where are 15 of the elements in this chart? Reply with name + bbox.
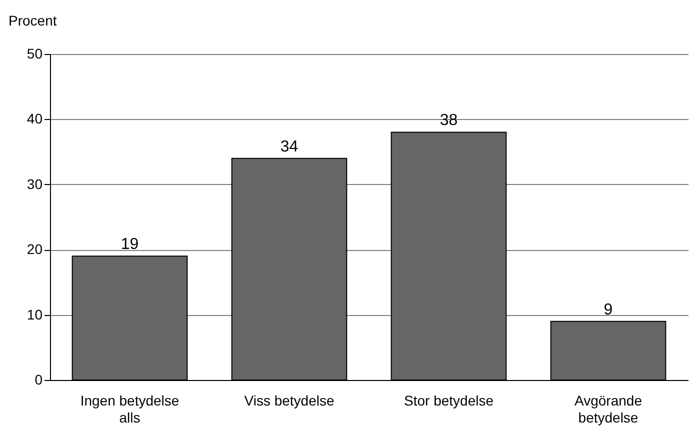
x-tick-label: Viss betydelse	[244, 392, 334, 408]
y-axis-title: Procent	[8, 12, 57, 28]
y-tick-label: 0	[34, 372, 43, 388]
data-label: 9	[604, 301, 613, 318]
x-tick-label: Avgörande betydelse	[574, 392, 642, 426]
y-tick-label: 10	[26, 306, 43, 322]
x-tick-label: Ingen betydelse alls	[80, 392, 180, 426]
y-tick-label: 50	[26, 46, 43, 62]
data-label: 34	[280, 138, 298, 156]
data-label: 19	[120, 236, 139, 254]
y-tick-label: 20	[26, 241, 43, 258]
data-label: 38	[440, 112, 458, 130]
x-tick-label: Stor betydelse	[404, 392, 494, 408]
y-tick-label: 30	[26, 176, 43, 192]
y-tick-label: 40	[26, 110, 43, 127]
